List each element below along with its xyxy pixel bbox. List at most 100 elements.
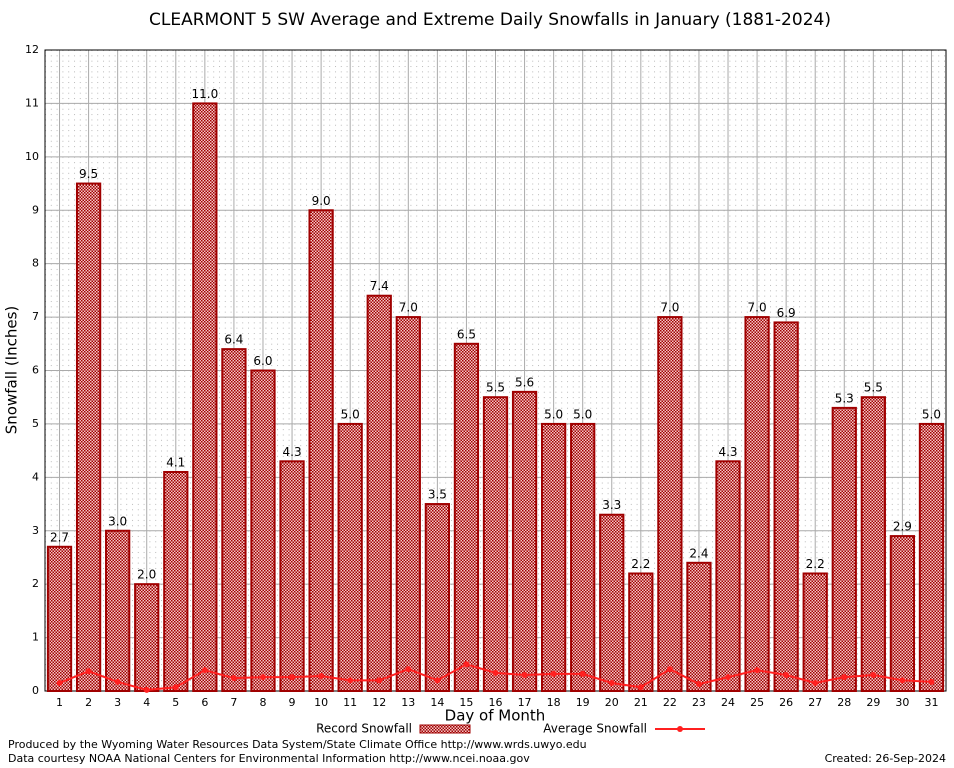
marker bbox=[259, 674, 266, 681]
marker bbox=[666, 666, 673, 673]
chart-title: CLEARMONT 5 SW Average and Extreme Daily… bbox=[149, 10, 831, 30]
bar bbox=[657, 316, 683, 692]
value-label: 5.6 bbox=[515, 375, 534, 389]
value-label: 7.0 bbox=[748, 301, 767, 315]
x-tick-label: 13 bbox=[401, 696, 415, 709]
value-label: 2.2 bbox=[631, 557, 650, 571]
bar bbox=[308, 209, 334, 692]
bar bbox=[599, 513, 625, 692]
bar bbox=[221, 348, 247, 692]
x-tick-label: 25 bbox=[750, 696, 764, 709]
x-tick-label: 5 bbox=[172, 696, 179, 709]
bar bbox=[773, 321, 799, 692]
bar bbox=[105, 529, 131, 692]
x-tick-label: 31 bbox=[924, 696, 938, 709]
marker bbox=[114, 678, 121, 685]
bar bbox=[395, 316, 421, 692]
value-label: 9.0 bbox=[312, 194, 331, 208]
y-tick-label: 0 bbox=[32, 684, 39, 697]
legend-label: Record Snowfall bbox=[316, 722, 412, 736]
x-tick-label: 27 bbox=[808, 696, 822, 709]
marker bbox=[550, 670, 557, 677]
value-label: 4.1 bbox=[166, 455, 185, 469]
value-label: 2.2 bbox=[806, 557, 825, 571]
bar bbox=[686, 561, 712, 692]
value-label: 4.3 bbox=[283, 445, 302, 459]
x-tick-label: 2 bbox=[85, 696, 92, 709]
marker bbox=[725, 674, 732, 681]
x-tick-label: 17 bbox=[518, 696, 532, 709]
value-label: 2.0 bbox=[137, 568, 156, 582]
bar bbox=[918, 422, 945, 692]
y-tick-label: 8 bbox=[32, 257, 39, 270]
marker bbox=[405, 666, 412, 673]
value-label: 5.0 bbox=[573, 407, 592, 421]
x-tick-label: 28 bbox=[837, 696, 851, 709]
x-tick-label: 23 bbox=[692, 696, 706, 709]
bar bbox=[628, 572, 654, 693]
x-tick-label: 16 bbox=[489, 696, 503, 709]
y-tick-label: 1 bbox=[32, 631, 39, 644]
y-tick-label: 5 bbox=[32, 417, 39, 430]
value-label: 5.5 bbox=[486, 381, 505, 395]
bar bbox=[570, 422, 596, 692]
marker bbox=[870, 671, 877, 678]
marker bbox=[318, 673, 325, 680]
y-tick-label: 9 bbox=[32, 203, 39, 216]
marker bbox=[841, 674, 848, 681]
bar bbox=[163, 470, 189, 692]
value-label: 3.5 bbox=[428, 488, 447, 502]
y-tick-label: 12 bbox=[25, 43, 39, 56]
x-tick-label: 3 bbox=[114, 696, 121, 709]
value-label: 6.5 bbox=[457, 327, 476, 341]
value-label: 7.0 bbox=[660, 301, 679, 315]
x-tick-label: 20 bbox=[605, 696, 619, 709]
bar bbox=[889, 535, 916, 693]
bar bbox=[802, 572, 828, 693]
marker bbox=[230, 675, 237, 682]
x-tick-label: 6 bbox=[201, 696, 208, 709]
marker bbox=[434, 677, 441, 684]
value-label: 5.5 bbox=[864, 381, 883, 395]
marker bbox=[928, 678, 935, 685]
bar bbox=[860, 396, 886, 692]
x-tick-label: 8 bbox=[259, 696, 266, 709]
marker bbox=[201, 667, 208, 674]
x-tick-label: 29 bbox=[866, 696, 880, 709]
y-tick-label: 10 bbox=[25, 150, 39, 163]
x-tick-label: 21 bbox=[634, 696, 648, 709]
marker bbox=[637, 684, 644, 691]
bar bbox=[831, 406, 857, 692]
x-tick-label: 30 bbox=[895, 696, 909, 709]
value-label: 6.4 bbox=[224, 333, 243, 347]
marker bbox=[463, 661, 470, 668]
bar bbox=[75, 182, 102, 693]
x-tick-label: 15 bbox=[459, 696, 473, 709]
value-label: 5.0 bbox=[922, 407, 941, 421]
bar bbox=[192, 102, 218, 692]
marker bbox=[783, 671, 790, 678]
y-tick-label: 11 bbox=[25, 96, 39, 109]
x-tick-label: 4 bbox=[143, 696, 150, 709]
y-axis-label: Snowfall (Inches) bbox=[3, 306, 21, 434]
bar bbox=[337, 422, 363, 692]
bar bbox=[424, 503, 450, 692]
marker bbox=[754, 667, 761, 674]
marker bbox=[143, 686, 150, 693]
marker bbox=[347, 677, 354, 684]
x-tick-label: 18 bbox=[547, 696, 561, 709]
bar bbox=[279, 460, 305, 692]
value-label: 2.7 bbox=[50, 530, 69, 544]
marker bbox=[376, 677, 383, 684]
created-date: Created: 26-Sep-2024 bbox=[825, 752, 946, 765]
value-label: 7.0 bbox=[399, 301, 418, 315]
bar bbox=[482, 396, 509, 692]
x-tick-label: 24 bbox=[721, 696, 735, 709]
value-label: 5.0 bbox=[341, 407, 360, 421]
x-axis-label: Day of Month bbox=[445, 707, 546, 725]
marker bbox=[608, 679, 615, 686]
x-tick-label: 26 bbox=[779, 696, 793, 709]
value-label: 2.9 bbox=[893, 520, 912, 534]
marker bbox=[492, 669, 499, 676]
marker bbox=[289, 674, 296, 681]
